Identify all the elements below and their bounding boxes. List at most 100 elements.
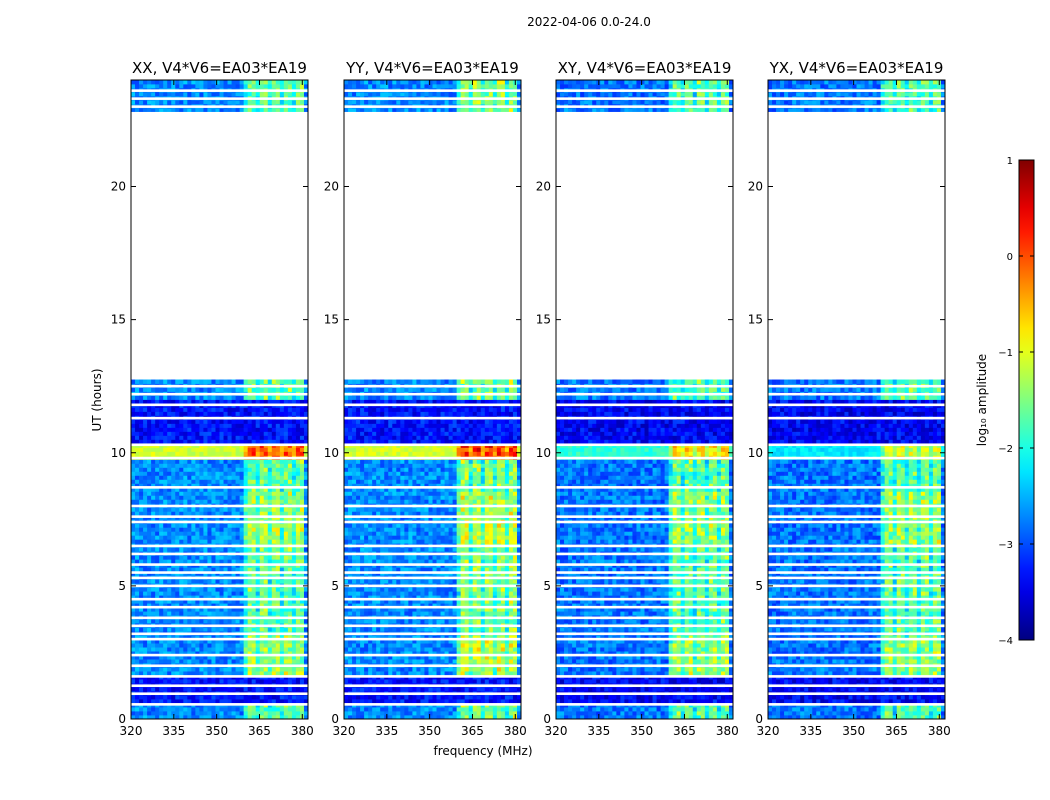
heatmap-cell [135, 699, 140, 704]
heatmap-cell [291, 427, 297, 432]
heatmap-cell [187, 607, 192, 612]
heatmap-cell [235, 475, 241, 480]
heatmap-cell [135, 459, 140, 464]
heatmap-cell [259, 535, 265, 540]
heatmap-cell [432, 647, 437, 652]
heatmap-cell [151, 83, 156, 89]
heatmap-cell [424, 655, 429, 660]
heatmap-cell [211, 451, 216, 456]
heatmap-cell [135, 531, 140, 536]
heatmap-cell [291, 511, 297, 516]
heatmap-cell [203, 679, 208, 684]
heatmap-cell [259, 647, 265, 652]
heatmap-cell [219, 471, 224, 476]
heatmap-cell [215, 467, 220, 472]
heatmap-cell [231, 651, 236, 656]
heatmap-cell [207, 715, 212, 720]
heatmap-cell [171, 411, 176, 416]
heatmap-cell [231, 559, 236, 564]
heatmap-cell [364, 671, 369, 676]
heatmap-cell [175, 91, 180, 97]
heatmap-cell [251, 379, 257, 384]
heatmap-cell [488, 679, 494, 684]
heatmap-cell [460, 659, 466, 664]
heatmap-cell [291, 447, 297, 452]
heatmap-cell [131, 527, 136, 532]
heatmap-cell [187, 431, 192, 436]
heatmap-cell [247, 487, 253, 492]
heatmap-cell [195, 507, 200, 512]
heatmap-cell [191, 475, 196, 480]
heatmap-cell [376, 707, 381, 712]
heatmap-cell [420, 687, 425, 692]
heatmap-cell [163, 447, 168, 452]
heatmap-cell [239, 711, 245, 716]
heatmap-cell [171, 419, 176, 424]
heatmap-cell [235, 411, 241, 416]
heatmap-cell [179, 599, 184, 604]
heatmap-cell [223, 395, 228, 400]
heatmap-cell [155, 591, 160, 596]
heatmap-cell [223, 499, 228, 504]
heatmap-cell [227, 491, 232, 496]
heatmap-cell [275, 611, 281, 616]
heatmap-cell [271, 399, 277, 404]
heatmap-cell [155, 463, 160, 468]
heatmap-cell [211, 711, 216, 716]
heatmap-cell [239, 535, 245, 540]
heatmap-cell [215, 471, 220, 476]
heatmap-cell [295, 567, 301, 572]
heatmap-cell [468, 707, 474, 712]
heatmap-cell [432, 667, 437, 672]
heatmap-cell [203, 559, 208, 564]
heatmap-cell [191, 463, 196, 468]
heatmap-cell [291, 423, 297, 428]
heatmap-cell [159, 459, 164, 464]
heatmap-cell [243, 419, 249, 424]
heatmap-cell [239, 495, 245, 500]
heatmap-cell [163, 527, 168, 532]
heatmap-cell [223, 555, 228, 560]
heatmap-cell [291, 107, 297, 113]
heatmap-cell [179, 659, 184, 664]
heatmap-cell [460, 647, 466, 652]
heatmap-cell [267, 423, 273, 428]
heatmap-cell [436, 671, 441, 676]
heatmap-cell [231, 655, 236, 660]
heatmap-cell [187, 679, 192, 684]
heatmap-cell [207, 487, 212, 492]
heatmap-cell [235, 619, 241, 624]
heatmap-cell [287, 611, 293, 616]
heatmap-cell [243, 679, 249, 684]
heatmap-cell [143, 671, 148, 676]
heatmap-cell [279, 423, 285, 428]
heatmap-cell [231, 547, 236, 552]
heatmap-cell [215, 619, 220, 624]
heatmap-cell [183, 651, 188, 656]
heatmap-cell [179, 547, 184, 552]
heatmap-cell [219, 539, 224, 544]
heatmap-cell [207, 611, 212, 616]
heatmap-cell [175, 459, 180, 464]
heatmap-cell [143, 695, 148, 700]
heatmap-cell [179, 499, 184, 504]
heatmap-cell [303, 523, 309, 528]
heatmap-cell [143, 83, 148, 89]
heatmap-cell [175, 635, 180, 640]
heatmap-cell [139, 559, 144, 564]
heatmap-cell [179, 643, 184, 648]
heatmap-cell [215, 407, 220, 412]
heatmap-cell [295, 639, 301, 644]
heatmap-cell [295, 523, 301, 528]
heatmap-cell [392, 667, 397, 672]
heatmap-cell [207, 439, 212, 444]
heatmap-cell [151, 511, 156, 516]
heatmap-cell [199, 419, 204, 424]
heatmap-cell [199, 707, 204, 712]
heatmap-cell [147, 595, 152, 600]
heatmap-cell [131, 407, 136, 412]
heatmap-cell [159, 591, 164, 596]
heatmap-cell [283, 627, 289, 632]
heatmap-cell [231, 527, 236, 532]
heatmap-cell [504, 687, 510, 692]
